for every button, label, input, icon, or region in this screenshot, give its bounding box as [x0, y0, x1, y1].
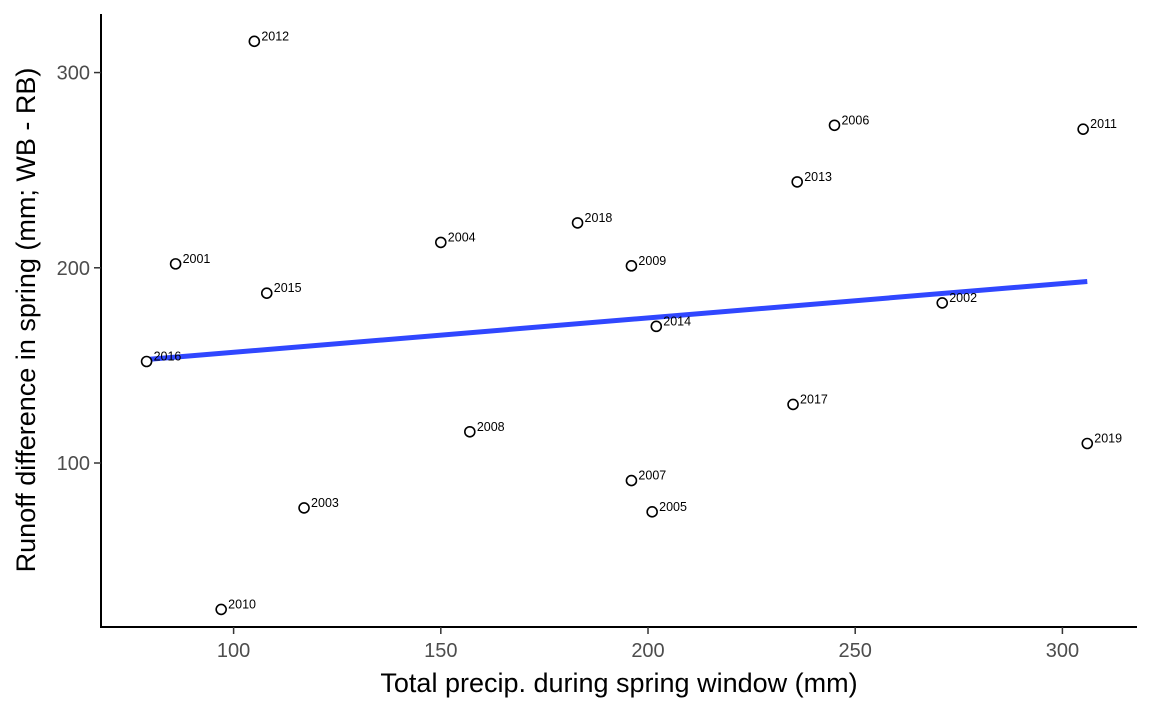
data-point-2013: [791, 176, 803, 188]
data-label-2019: 2019: [1094, 431, 1122, 445]
data-point-2008: [464, 425, 476, 438]
trend-line-group: [146, 278, 1088, 363]
x-tick-label-150: 150: [424, 640, 457, 662]
x-tick-label-100: 100: [217, 640, 250, 662]
trend-line: [146, 278, 1088, 363]
data-label-2018: 2018: [585, 211, 613, 225]
data-label-2008: 2008: [477, 420, 505, 434]
data-label-2003: 2003: [311, 496, 339, 510]
x-tick-label-250: 250: [839, 640, 872, 662]
data-label-2006: 2006: [841, 113, 869, 127]
x-ticks-group: 100 150 200 250 300: [217, 627, 1079, 662]
data-label-2015: 2015: [274, 281, 302, 295]
data-point-2004: [435, 236, 447, 249]
data-point-2002: [936, 297, 949, 309]
data-point-2016: [140, 355, 153, 368]
data-label-2002: 2002: [949, 291, 977, 305]
x-axis-title: Total precip. during spring window (mm): [380, 668, 857, 698]
data-label-2009: 2009: [638, 254, 666, 268]
y-axis-title: Runoff difference in spring (mm; WB - RB…: [11, 68, 41, 573]
data-point-2007: [625, 474, 638, 487]
data-label-2007: 2007: [638, 469, 666, 483]
x-tick-label-200: 200: [631, 640, 664, 662]
data-point-2001: [169, 258, 182, 270]
point-labels-group: 2001 2002 2003 2004 2005 2006 2007 2008 2009 2010…: [154, 29, 1123, 611]
points-group: [140, 35, 1094, 616]
data-label-2014: 2014: [663, 314, 691, 328]
data-point-2017: [787, 398, 799, 411]
data-point-2006: [828, 119, 841, 132]
data-point-2003: [298, 502, 310, 514]
data-label-2013: 2013: [804, 170, 832, 184]
y-tick-label-100: 100: [57, 453, 90, 475]
data-label-2001: 2001: [183, 252, 211, 266]
data-label-2017: 2017: [800, 392, 828, 406]
data-label-2012: 2012: [261, 29, 289, 43]
data-label-2004: 2004: [448, 230, 476, 244]
y-ticks-group: 100 200 300: [57, 63, 101, 475]
y-tick-label-200: 200: [57, 258, 90, 280]
data-point-2011: [1077, 123, 1089, 135]
data-point-2019: [1081, 437, 1094, 450]
data-label-2005: 2005: [659, 500, 687, 514]
data-point-2014: [650, 320, 663, 333]
data-point-2009: [625, 260, 638, 272]
data-label-2016: 2016: [154, 349, 182, 363]
x-tick-label-300: 300: [1046, 640, 1079, 662]
y-tick-label-300: 300: [57, 63, 90, 85]
data-point-2005: [646, 506, 658, 518]
data-point-2010: [215, 603, 227, 616]
axes-group: [100, 14, 1137, 628]
data-label-2011: 2011: [1090, 117, 1117, 131]
data-point-2012: [248, 35, 261, 48]
data-point-2018: [571, 217, 584, 229]
data-point-2015: [260, 287, 273, 299]
data-label-2010: 2010: [228, 597, 256, 611]
